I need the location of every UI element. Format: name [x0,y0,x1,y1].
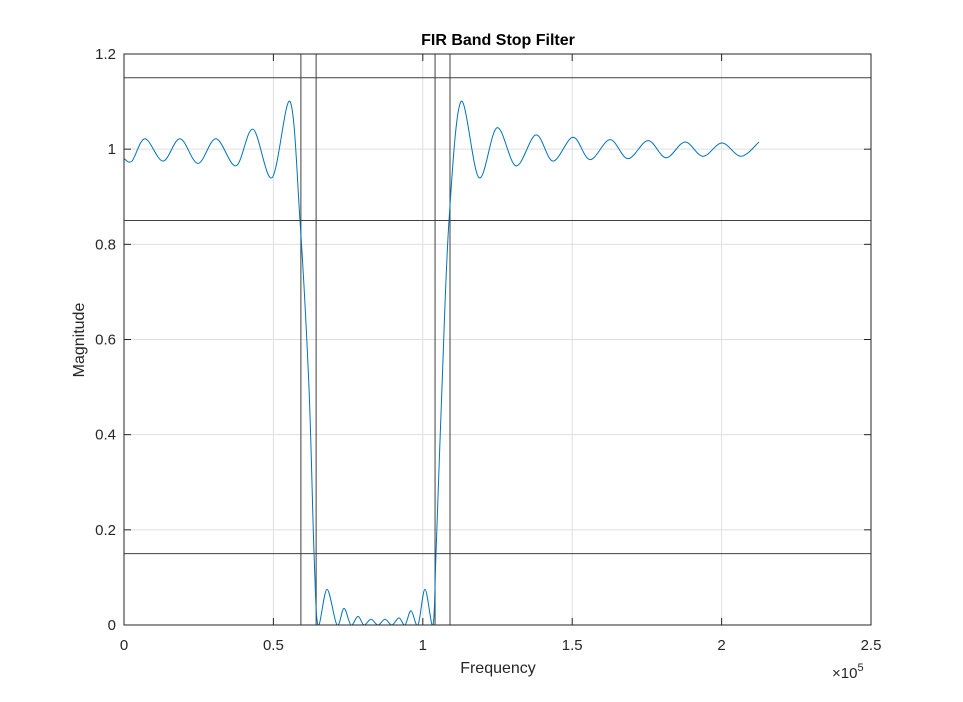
x-exponent: ×105 [832,662,864,682]
grid [123,53,872,626]
x-axis-label: Frequency [460,660,536,677]
chart-title: FIR Band Stop Filter [421,32,575,49]
series-layer [124,101,760,625]
y-tick-label: 1.2 [95,46,116,63]
ticks: 0 0.5 1 1.5 2 2.5 0 0.2 0.4 0.6 0.8 1 1.2 [95,46,881,654]
x-tick-label: 0 [120,637,128,654]
x-tick-label: 2 [717,637,725,654]
y-tick-label: 0.6 [95,332,116,349]
y-tick-label: 0.8 [95,236,116,253]
x-tick-label: 1.5 [562,637,583,654]
y-tick-label: 1 [108,141,116,158]
x-tick-label: 0.5 [263,637,284,654]
reference-lines [124,54,871,625]
y-tick-label: 0.4 [95,427,116,444]
exponent-base: ×10 [832,665,857,682]
response-line [124,101,760,625]
exponent-power: 5 [857,662,863,674]
y-tick-label: 0.2 [95,522,116,539]
x-tick-label: 1 [419,637,427,654]
x-tick-label: 2.5 [861,637,882,654]
y-axis-label: Magnitude [71,303,88,378]
y-tick-label: 0 [108,617,116,634]
